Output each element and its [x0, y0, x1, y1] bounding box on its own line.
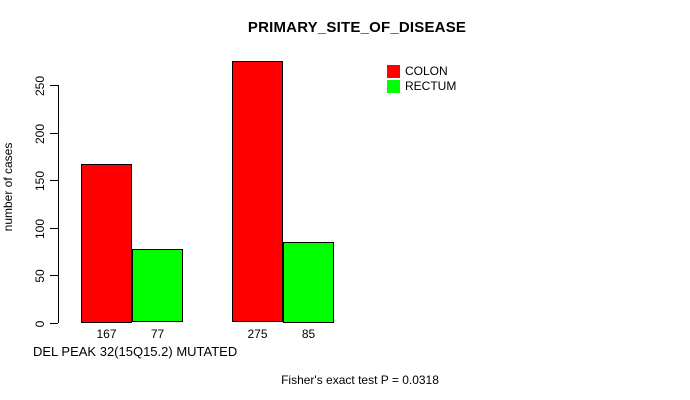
y-axis-title: number of cases: [1, 142, 15, 232]
y-tick: [50, 323, 58, 324]
legend-label-colon: COLON: [405, 64, 448, 78]
legend-label-rectum: RECTUM: [405, 79, 457, 93]
y-tick: [50, 228, 58, 229]
legend: COLON RECTUM: [387, 64, 456, 93]
y-tick-label: 250: [33, 75, 47, 96]
y-tick: [50, 180, 58, 181]
y-tick-label: 100: [33, 218, 47, 239]
fisher-test-annotation: Fisher's exact test P = 0.0318: [281, 373, 439, 387]
rectum-color-swatch: [387, 79, 400, 93]
bar-value-label: 275: [247, 327, 268, 341]
legend-item-colon: COLON: [387, 64, 456, 78]
y-tick: [50, 85, 58, 86]
chart-title: PRIMARY_SITE_OF_DISEASE: [247, 19, 467, 36]
y-axis-line: [58, 85, 59, 323]
bar-value-label: 167: [96, 327, 117, 341]
legend-item-rectum: RECTUM: [387, 79, 456, 93]
y-tick-label: 50: [33, 268, 47, 283]
bar-value-label: 85: [301, 327, 316, 341]
x-axis-label: DEL PEAK 32(15Q15.2) MUTATED: [33, 344, 238, 359]
y-tick-label: 0: [33, 320, 47, 327]
bar-value-label: 77: [150, 327, 165, 341]
colon-color-swatch: [387, 64, 400, 78]
y-tick: [50, 275, 58, 276]
bar-colon-group-1: [81, 164, 132, 323]
bar-rectum-group-1: [132, 249, 183, 322]
y-tick-label: 150: [33, 170, 47, 191]
y-tick: [50, 133, 58, 134]
bar-rectum-group-2: [283, 242, 334, 323]
bar-colon-group-2: [232, 61, 283, 322]
y-tick-label: 200: [33, 123, 47, 144]
